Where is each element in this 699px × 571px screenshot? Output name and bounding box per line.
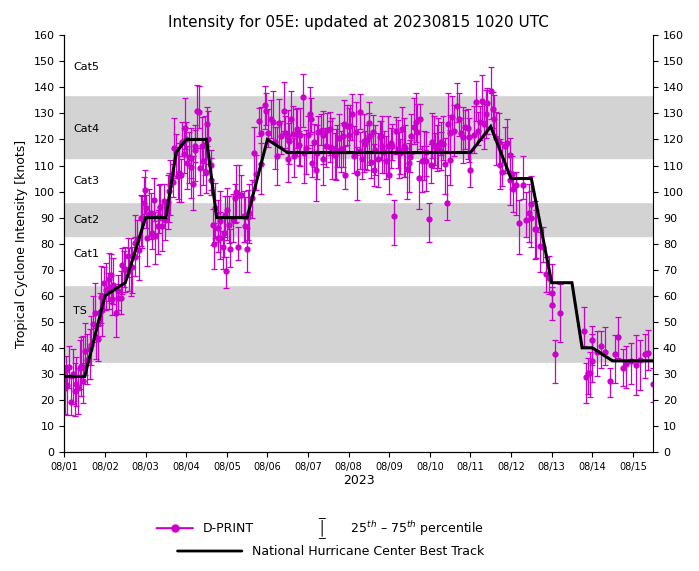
Bar — [64, 202, 653, 236]
Text: Cat5: Cat5 — [73, 62, 99, 71]
Text: ─: ─ — [318, 513, 325, 523]
Text: Cat4: Cat4 — [73, 124, 99, 134]
Text: Cat2: Cat2 — [73, 215, 99, 225]
Text: $25^{th}$ – $75^{th}$ percentile: $25^{th}$ – $75^{th}$ percentile — [343, 518, 484, 538]
X-axis label: 2023: 2023 — [343, 475, 375, 488]
Title: Intensity for 05E: updated at 20230815 1020 UTC: Intensity for 05E: updated at 20230815 1… — [168, 15, 549, 30]
Text: Cat3: Cat3 — [73, 176, 99, 186]
Bar — [64, 158, 653, 202]
Text: D-PRINT: D-PRINT — [203, 522, 254, 534]
Text: │: │ — [317, 520, 326, 537]
Text: TS: TS — [73, 307, 87, 316]
Text: Cat1: Cat1 — [73, 249, 99, 259]
Y-axis label: Tropical Cyclone Intensity [knots]: Tropical Cyclone Intensity [knots] — [15, 139, 28, 348]
Text: ─: ─ — [318, 533, 325, 544]
Bar — [64, 35, 653, 95]
Text: National Hurricane Center Best Track: National Hurricane Center Best Track — [252, 545, 484, 557]
Bar — [64, 364, 653, 452]
Bar — [64, 95, 653, 158]
Bar — [64, 286, 653, 364]
Bar — [64, 236, 653, 286]
